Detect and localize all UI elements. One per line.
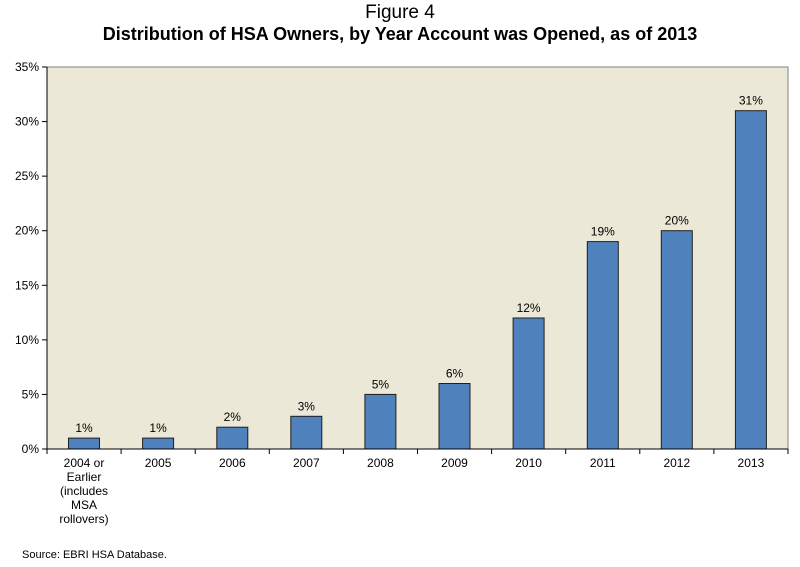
x-tick-label: 2005: [145, 456, 172, 470]
y-tick-label: 5%: [22, 387, 40, 401]
x-tick-label: 2012: [663, 456, 690, 470]
data-label: 2%: [224, 410, 242, 424]
chart-title: Distribution of HSA Owners, by Year Acco…: [102, 24, 698, 44]
figure-label: Figure 4: [365, 2, 435, 23]
y-tick-label: 15%: [15, 278, 39, 292]
y-tick-label: 35%: [15, 60, 39, 74]
bar: [364, 393, 397, 450]
y-tick-label: 20%: [15, 224, 39, 238]
data-label: 12%: [517, 301, 541, 315]
x-tick-label: 2006: [219, 456, 246, 470]
x-tick-label: 2013: [738, 456, 765, 470]
bar: [512, 317, 545, 450]
x-tick-label: 2010: [515, 456, 542, 470]
y-tick-label: 30%: [15, 115, 39, 129]
bar: [438, 383, 471, 450]
data-label: 31%: [739, 94, 763, 108]
data-label: 3%: [298, 399, 316, 413]
x-tick-label: 2008: [367, 456, 394, 470]
x-tick-label: 2011: [590, 456, 616, 470]
bar: [68, 437, 100, 450]
data-label: 1%: [75, 421, 93, 435]
data-label: 5%: [372, 377, 390, 391]
data-label: 19%: [591, 225, 615, 239]
source-note: Source: EBRI HSA Database.: [22, 549, 167, 561]
bar: [142, 437, 175, 450]
bars-group: [68, 110, 767, 450]
data-label: 1%: [149, 421, 167, 435]
bar: [216, 426, 249, 450]
y-tick-label: 10%: [15, 333, 39, 347]
data-label: 20%: [665, 214, 689, 228]
y-tick-label: 0%: [22, 442, 40, 456]
y-tick-label: 25%: [15, 169, 39, 183]
x-tick-label: 2009: [441, 456, 468, 470]
bar: [734, 110, 767, 450]
x-tick-label: 2004 or Earlier (includes MSA rollovers): [59, 456, 108, 526]
y-axis: 0% 5% 10% 15% 20% 25% 30% 35%: [15, 60, 48, 456]
data-label: 6%: [446, 367, 464, 381]
bar-chart: 1% 1% 2% 3% 5% 6% 12% 19% 20% 31% 0% 5% 10% 15% 20% 25…: [15, 60, 789, 526]
data-labels-group: 1% 1% 2% 3% 5% 6% 12% 19% 20% 31%: [75, 94, 763, 435]
bar: [586, 241, 619, 450]
x-tick-label: 2007: [293, 456, 320, 470]
x-axis: 2004 or Earlier (includes MSA rollovers) 2005…: [46, 448, 789, 526]
bar: [660, 230, 693, 450]
bar: [290, 415, 323, 450]
